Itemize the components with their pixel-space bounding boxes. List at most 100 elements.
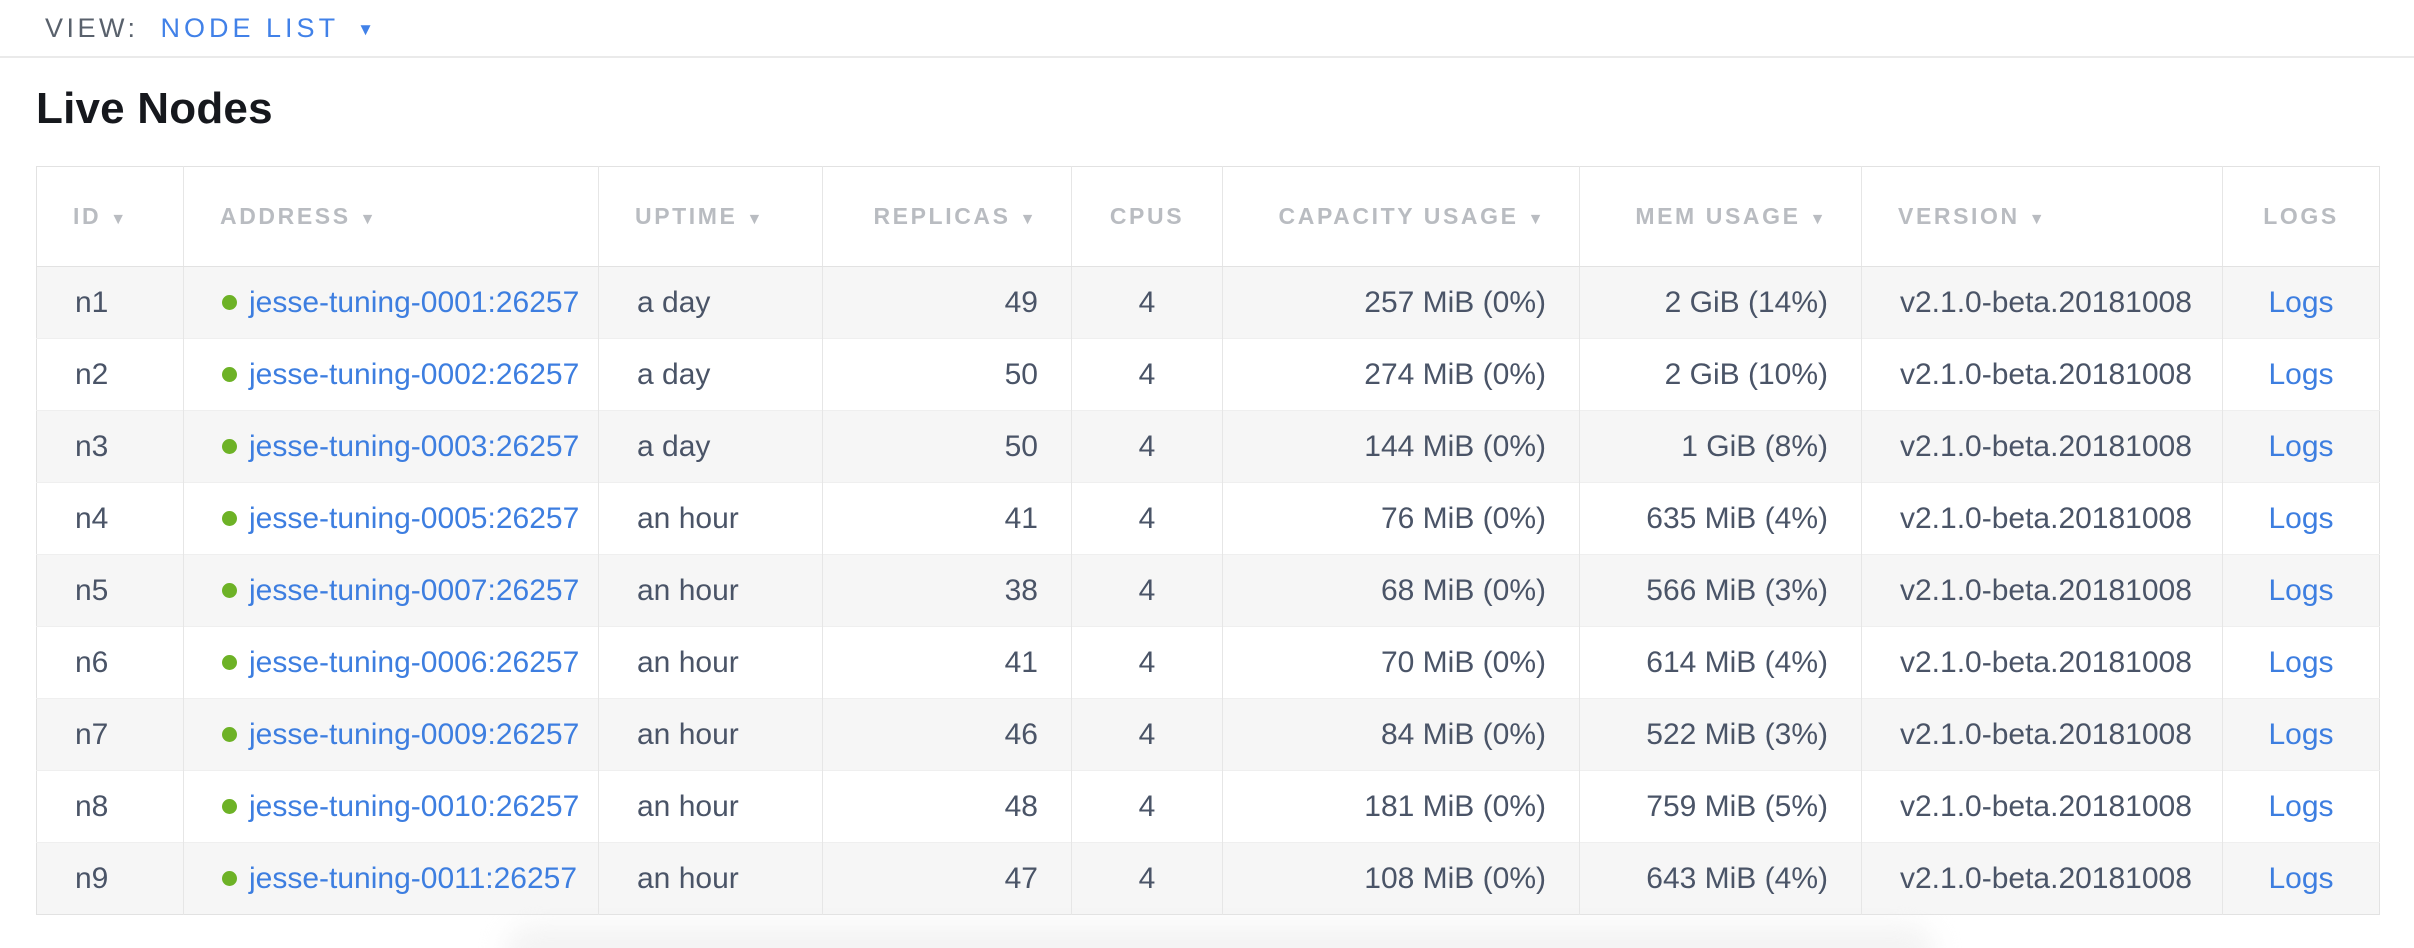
address-link[interactable]: jesse-tuning-0010:26257 bbox=[249, 789, 580, 823]
cell-version: v2.1.0-beta.20181008 bbox=[1861, 698, 2223, 771]
cell-id: n1 bbox=[75, 285, 109, 319]
cell-mem: 2 GiB (14%) bbox=[1579, 266, 1862, 339]
cell-version: v2.1.0-beta.20181008 bbox=[1861, 842, 2223, 915]
address-link[interactable]: jesse-tuning-0009:26257 bbox=[249, 717, 580, 751]
sort-arrow-icon: ▼ bbox=[1809, 211, 1828, 228]
page-title: Live Nodes bbox=[36, 84, 273, 133]
cell-mem: 522 MiB (3%) bbox=[1579, 698, 1862, 771]
address-link[interactable]: jesse-tuning-0006:26257 bbox=[249, 645, 580, 679]
address-link[interactable]: jesse-tuning-0005:26257 bbox=[249, 501, 580, 535]
cell-id: n6 bbox=[36, 626, 184, 699]
cell-cpus: 4 bbox=[1071, 338, 1223, 411]
table-row: n9 jesse-tuning-0011:26257 an hour 47 4 108 M… bbox=[36, 842, 2380, 915]
column-header-mem[interactable]: MEM USAGE ▼ bbox=[1579, 166, 1862, 267]
column-header-uptime[interactable]: UPTIME ▼ bbox=[598, 166, 823, 267]
view-selected-value[interactable]: NODE LIST bbox=[160, 12, 340, 43]
cell-uptime: an hour bbox=[598, 698, 823, 771]
cell-version: v2.1.0-beta.20181008 bbox=[1861, 482, 2223, 555]
cell-address: jesse-tuning-0011:26257 bbox=[183, 842, 599, 915]
table-row: n2 jesse-tuning-0002:26257 a day 50 4 274 MiB… bbox=[36, 338, 2380, 411]
column-label-cpus: CPUS bbox=[1109, 203, 1185, 229]
cell-replicas: 41 bbox=[822, 626, 1072, 699]
logs-link[interactable]: Logs bbox=[2268, 861, 2334, 895]
cell-id: n8 bbox=[36, 770, 184, 843]
cell-mem: 643 MiB (4%) bbox=[1579, 842, 1862, 915]
column-label-logs: LOGS bbox=[2263, 203, 2339, 229]
cell-uptime: an hour bbox=[598, 770, 823, 843]
column-label-replicas: REPLICAS bbox=[873, 203, 1011, 229]
sort-arrow-icon: ▼ bbox=[359, 211, 379, 228]
cell-replicas: 46 bbox=[822, 698, 1072, 771]
cell-address: jesse-tuning-0005:26257 bbox=[183, 482, 599, 555]
table-row: n3 jesse-tuning-0003:26257 a day 50 4 144 MiB… bbox=[36, 410, 2380, 483]
table-row: n6 jesse-tuning-0006:26257 an hour 41 4 70 Mi… bbox=[36, 626, 2380, 699]
cell-address: jesse-tuning-0001:26257 bbox=[183, 266, 599, 339]
address-cell-content: jesse-tuning-0011:26257 bbox=[222, 862, 586, 896]
cell-uptime: an hour bbox=[598, 482, 823, 555]
column-label-uptime: UPTIME bbox=[635, 203, 738, 229]
cell-version: v2.1.0-beta.20181008 bbox=[1861, 554, 2223, 627]
cell-logs: Logs bbox=[2222, 338, 2380, 411]
cell-capacity: 68 MiB (0%) bbox=[1222, 554, 1580, 627]
address-cell-content: jesse-tuning-0007:26257 bbox=[222, 574, 586, 608]
cell-id: n4 bbox=[36, 482, 184, 555]
column-header-version[interactable]: VERSION ▼ bbox=[1861, 166, 2223, 267]
address-link[interactable]: jesse-tuning-0002:26257 bbox=[249, 357, 580, 391]
cell-uptime: a day bbox=[598, 266, 823, 339]
address-link[interactable]: jesse-tuning-0011:26257 bbox=[249, 861, 578, 895]
address-cell-content: jesse-tuning-0002:26257 bbox=[222, 358, 586, 392]
cell-version: v2.1.0-beta.20181008 bbox=[1861, 338, 2223, 411]
cell-address: jesse-tuning-0010:26257 bbox=[183, 770, 599, 843]
column-header-address[interactable]: ADDRESS ▼ bbox=[183, 166, 599, 267]
cell-capacity: 257 MiB (0%) bbox=[1222, 266, 1580, 339]
column-header-replicas[interactable]: REPLICAS ▼ bbox=[822, 166, 1072, 267]
cell-mem: 614 MiB (4%) bbox=[1579, 626, 1862, 699]
cell-address: jesse-tuning-0007:26257 bbox=[183, 554, 599, 627]
cell-cpus: 4 bbox=[1071, 770, 1223, 843]
node-healthy-dot-icon bbox=[222, 655, 237, 670]
view-bar: VIEW: NODE LIST ▼ bbox=[0, 0, 2414, 58]
cell-mem: 2 GiB (10%) bbox=[1579, 338, 1862, 411]
cell-mem: 635 MiB (4%) bbox=[1579, 482, 1862, 555]
logs-link[interactable]: Logs bbox=[2268, 717, 2334, 751]
logs-link[interactable]: Logs bbox=[2268, 573, 2334, 607]
logs-link[interactable]: Logs bbox=[2268, 429, 2334, 463]
logs-link[interactable]: Logs bbox=[2268, 501, 2334, 535]
address-link[interactable]: jesse-tuning-0007:26257 bbox=[249, 573, 580, 607]
sort-arrow-icon: ▼ bbox=[1019, 211, 1038, 228]
cell-cpus: 4 bbox=[1071, 266, 1223, 339]
cell-replicas: 50 bbox=[822, 410, 1072, 483]
table-row: n8 jesse-tuning-0010:26257 an hour 48 4 181 M… bbox=[36, 770, 2380, 843]
cell-version: v2.1.0-beta.20181008 bbox=[1861, 770, 2223, 843]
column-header-capacity[interactable]: CAPACITY USAGE ▼ bbox=[1222, 166, 1580, 267]
logs-link[interactable]: Logs bbox=[2268, 645, 2334, 679]
cell-cpus: 4 bbox=[1071, 410, 1223, 483]
node-healthy-dot-icon bbox=[222, 367, 237, 382]
address-link[interactable]: jesse-tuning-0003:26257 bbox=[249, 429, 580, 463]
cell-address: jesse-tuning-0009:26257 bbox=[183, 698, 599, 771]
logs-link[interactable]: Logs bbox=[2268, 357, 2334, 391]
address-cell-content: jesse-tuning-0009:26257 bbox=[222, 718, 586, 752]
column-label-address: ADDRESS bbox=[220, 203, 351, 229]
cell-cpus: 4 bbox=[1071, 482, 1223, 555]
column-label-id: ID bbox=[73, 203, 102, 229]
logs-link[interactable]: Logs bbox=[2268, 285, 2334, 319]
column-header-cpus: CPUS bbox=[1071, 166, 1223, 267]
below-fold-shadow bbox=[505, 924, 1935, 948]
view-selector-dropdown[interactable]: NODE LIST ▼ bbox=[161, 13, 374, 44]
cell-id: n5 bbox=[36, 554, 184, 627]
cell-logs: Logs bbox=[2222, 266, 2380, 339]
address-link[interactable]: jesse-tuning-0001:26257 bbox=[249, 285, 580, 319]
cell-replicas: 50 bbox=[822, 338, 1072, 411]
cell-uptime: an hour bbox=[598, 842, 823, 915]
column-label-version: VERSION bbox=[1898, 203, 2020, 229]
logs-link[interactable]: Logs bbox=[2268, 789, 2334, 823]
column-header-id[interactable]: ID ▼ bbox=[36, 166, 184, 267]
address-cell-content: jesse-tuning-0001:26257 bbox=[222, 286, 586, 320]
cell-cpus: 4 bbox=[1071, 626, 1223, 699]
node-healthy-dot-icon bbox=[222, 799, 237, 814]
cell-logs: Logs bbox=[2222, 842, 2380, 915]
column-header-logs: LOGS bbox=[2222, 166, 2380, 267]
cell-address: jesse-tuning-0006:26257 bbox=[183, 626, 599, 699]
cell-replicas: 47 bbox=[822, 842, 1072, 915]
